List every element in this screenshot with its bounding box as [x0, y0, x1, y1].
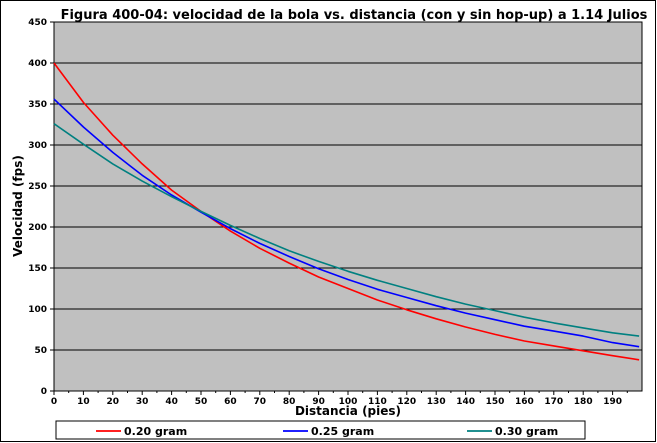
x-tick-label: 120	[397, 397, 416, 407]
x-tick-label: 60	[224, 397, 237, 407]
x-axis-title: Distancia (pies)	[295, 404, 401, 418]
x-tick-label: 170	[544, 397, 563, 407]
y-tick-label: 250	[28, 182, 47, 192]
x-tick-label: 70	[254, 397, 267, 407]
series-line	[53, 62, 640, 361]
x-tick-label: 150	[486, 397, 505, 407]
legend	[55, 420, 586, 440]
x-tick-label: 20	[107, 397, 120, 407]
x-tick-label: 190	[603, 397, 622, 407]
y-tick-label: 350	[28, 100, 47, 110]
series-line	[53, 123, 640, 337]
x-tick-label: 110	[368, 397, 387, 407]
plot-area	[53, 21, 643, 392]
x-tick-label: 40	[165, 397, 178, 407]
x-tick-label: 30	[136, 397, 149, 407]
y-tick-label: 0	[41, 387, 47, 397]
legend-label: 0.30 gram	[495, 425, 558, 438]
y-tick-label: 50	[34, 346, 47, 356]
x-tick-label: 80	[283, 397, 296, 407]
y-tick-label: 150	[28, 264, 47, 274]
x-tick-label: 100	[339, 397, 358, 407]
series-line	[53, 98, 640, 348]
x-tick-label: 90	[312, 397, 325, 407]
legend-label: 0.20 gram	[124, 425, 187, 438]
y-tick-label: 100	[28, 305, 47, 315]
x-tick-label: 0	[51, 397, 57, 407]
x-tick-label: 140	[456, 397, 475, 407]
y-tick-label: 200	[28, 223, 47, 233]
chart-title: Figura 400-04: velocidad de la bola vs. …	[61, 8, 648, 23]
y-tick-label: 300	[28, 141, 47, 151]
x-axis-ticks: 0 10 20 30 40 50 60 70 80 90 100 110 120 130 140 150 160…	[51, 391, 628, 407]
y-tick-label: 450	[28, 18, 47, 28]
legend-items: 0.20 gram 0.25 gram 0.30 gram	[96, 425, 558, 438]
series-lines	[53, 62, 640, 361]
x-tick-label: 130	[427, 397, 446, 407]
x-tick-label: 180	[574, 397, 593, 407]
y-axis-ticks: 0 50 100 150 200 250 300 350 400 450	[28, 18, 54, 397]
y-axis-title: Velocidad (fps)	[11, 155, 25, 257]
x-tick-label: 50	[195, 397, 208, 407]
x-tick-label: 160	[515, 397, 534, 407]
x-tick-label: 10	[77, 397, 90, 407]
y-tick-label: 400	[28, 59, 47, 69]
legend-label: 0.25 gram	[311, 425, 374, 438]
